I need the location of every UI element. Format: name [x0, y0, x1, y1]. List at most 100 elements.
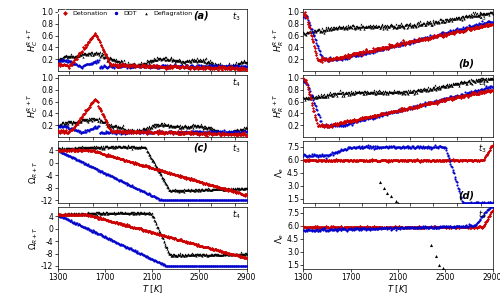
Point — [238, 198, 246, 202]
Point — [451, 96, 459, 101]
Point — [140, 129, 148, 134]
Point — [440, 225, 448, 229]
Point — [182, 252, 190, 257]
Point — [360, 118, 368, 123]
Point — [208, 247, 216, 251]
Point — [172, 173, 180, 178]
Point — [236, 132, 244, 136]
Point — [150, 193, 158, 198]
Point — [482, 10, 490, 15]
Point — [228, 64, 236, 68]
Point — [58, 123, 66, 127]
Point — [388, 144, 396, 149]
Point — [91, 150, 99, 154]
Point — [464, 78, 472, 83]
Point — [86, 127, 94, 132]
Point — [150, 231, 158, 235]
Point — [394, 225, 402, 230]
Point — [380, 158, 388, 163]
Point — [112, 176, 120, 181]
Point — [335, 91, 343, 95]
Point — [331, 121, 339, 126]
Point — [475, 201, 483, 205]
Point — [214, 129, 222, 133]
Point — [224, 63, 232, 68]
Point — [111, 239, 119, 244]
Point — [376, 158, 384, 163]
Point — [74, 158, 82, 163]
Point — [137, 144, 145, 149]
Point — [326, 28, 334, 33]
Point — [304, 17, 312, 22]
Point — [135, 187, 143, 192]
Point — [459, 225, 467, 229]
Point — [214, 248, 222, 253]
Point — [72, 148, 80, 152]
Point — [110, 210, 118, 215]
Point — [450, 16, 458, 20]
Point — [476, 91, 484, 96]
Point — [220, 130, 228, 135]
Point — [380, 225, 388, 230]
Point — [173, 129, 181, 134]
Point — [56, 213, 64, 218]
Point — [428, 100, 436, 105]
Point — [154, 130, 162, 135]
Point — [153, 196, 161, 201]
Point — [76, 117, 84, 122]
Point — [409, 225, 417, 230]
Point — [208, 127, 216, 132]
Point — [134, 161, 141, 166]
Point — [307, 27, 315, 31]
Point — [434, 225, 442, 229]
Point — [129, 129, 137, 134]
Point — [130, 127, 138, 132]
Point — [88, 164, 96, 169]
Point — [196, 65, 204, 70]
Point — [183, 187, 191, 192]
Point — [140, 63, 148, 68]
Point — [238, 264, 246, 269]
Point — [420, 103, 428, 108]
Point — [186, 264, 194, 269]
Point — [79, 45, 87, 50]
Point — [60, 55, 68, 60]
Point — [97, 144, 105, 149]
Point — [166, 124, 173, 129]
Point — [166, 129, 174, 134]
Point — [357, 90, 365, 95]
Point — [436, 98, 444, 103]
Point — [138, 163, 146, 168]
Point — [332, 158, 340, 163]
Point — [58, 213, 66, 218]
Point — [330, 225, 338, 230]
Point — [420, 34, 428, 39]
Point — [413, 104, 421, 109]
Y-axis label: $H_C^{R+T}$: $H_C^{R+T}$ — [25, 28, 40, 52]
Point — [322, 123, 330, 128]
Point — [422, 158, 430, 162]
Point — [399, 144, 407, 149]
Point — [242, 251, 250, 256]
Point — [438, 84, 446, 89]
Point — [328, 123, 336, 128]
Point — [234, 190, 241, 195]
Point — [115, 242, 123, 247]
Point — [90, 32, 98, 37]
Point — [86, 210, 94, 215]
Point — [98, 130, 106, 135]
Point — [70, 61, 78, 66]
Point — [108, 62, 116, 67]
Point — [224, 63, 232, 68]
Point — [357, 225, 365, 229]
Point — [142, 62, 150, 66]
Point — [318, 227, 326, 232]
Point — [454, 81, 462, 86]
Point — [399, 226, 407, 231]
Point — [217, 198, 225, 202]
Point — [110, 175, 118, 180]
Point — [130, 129, 138, 134]
Point — [220, 250, 228, 255]
Point — [468, 201, 476, 205]
Point — [124, 129, 132, 134]
